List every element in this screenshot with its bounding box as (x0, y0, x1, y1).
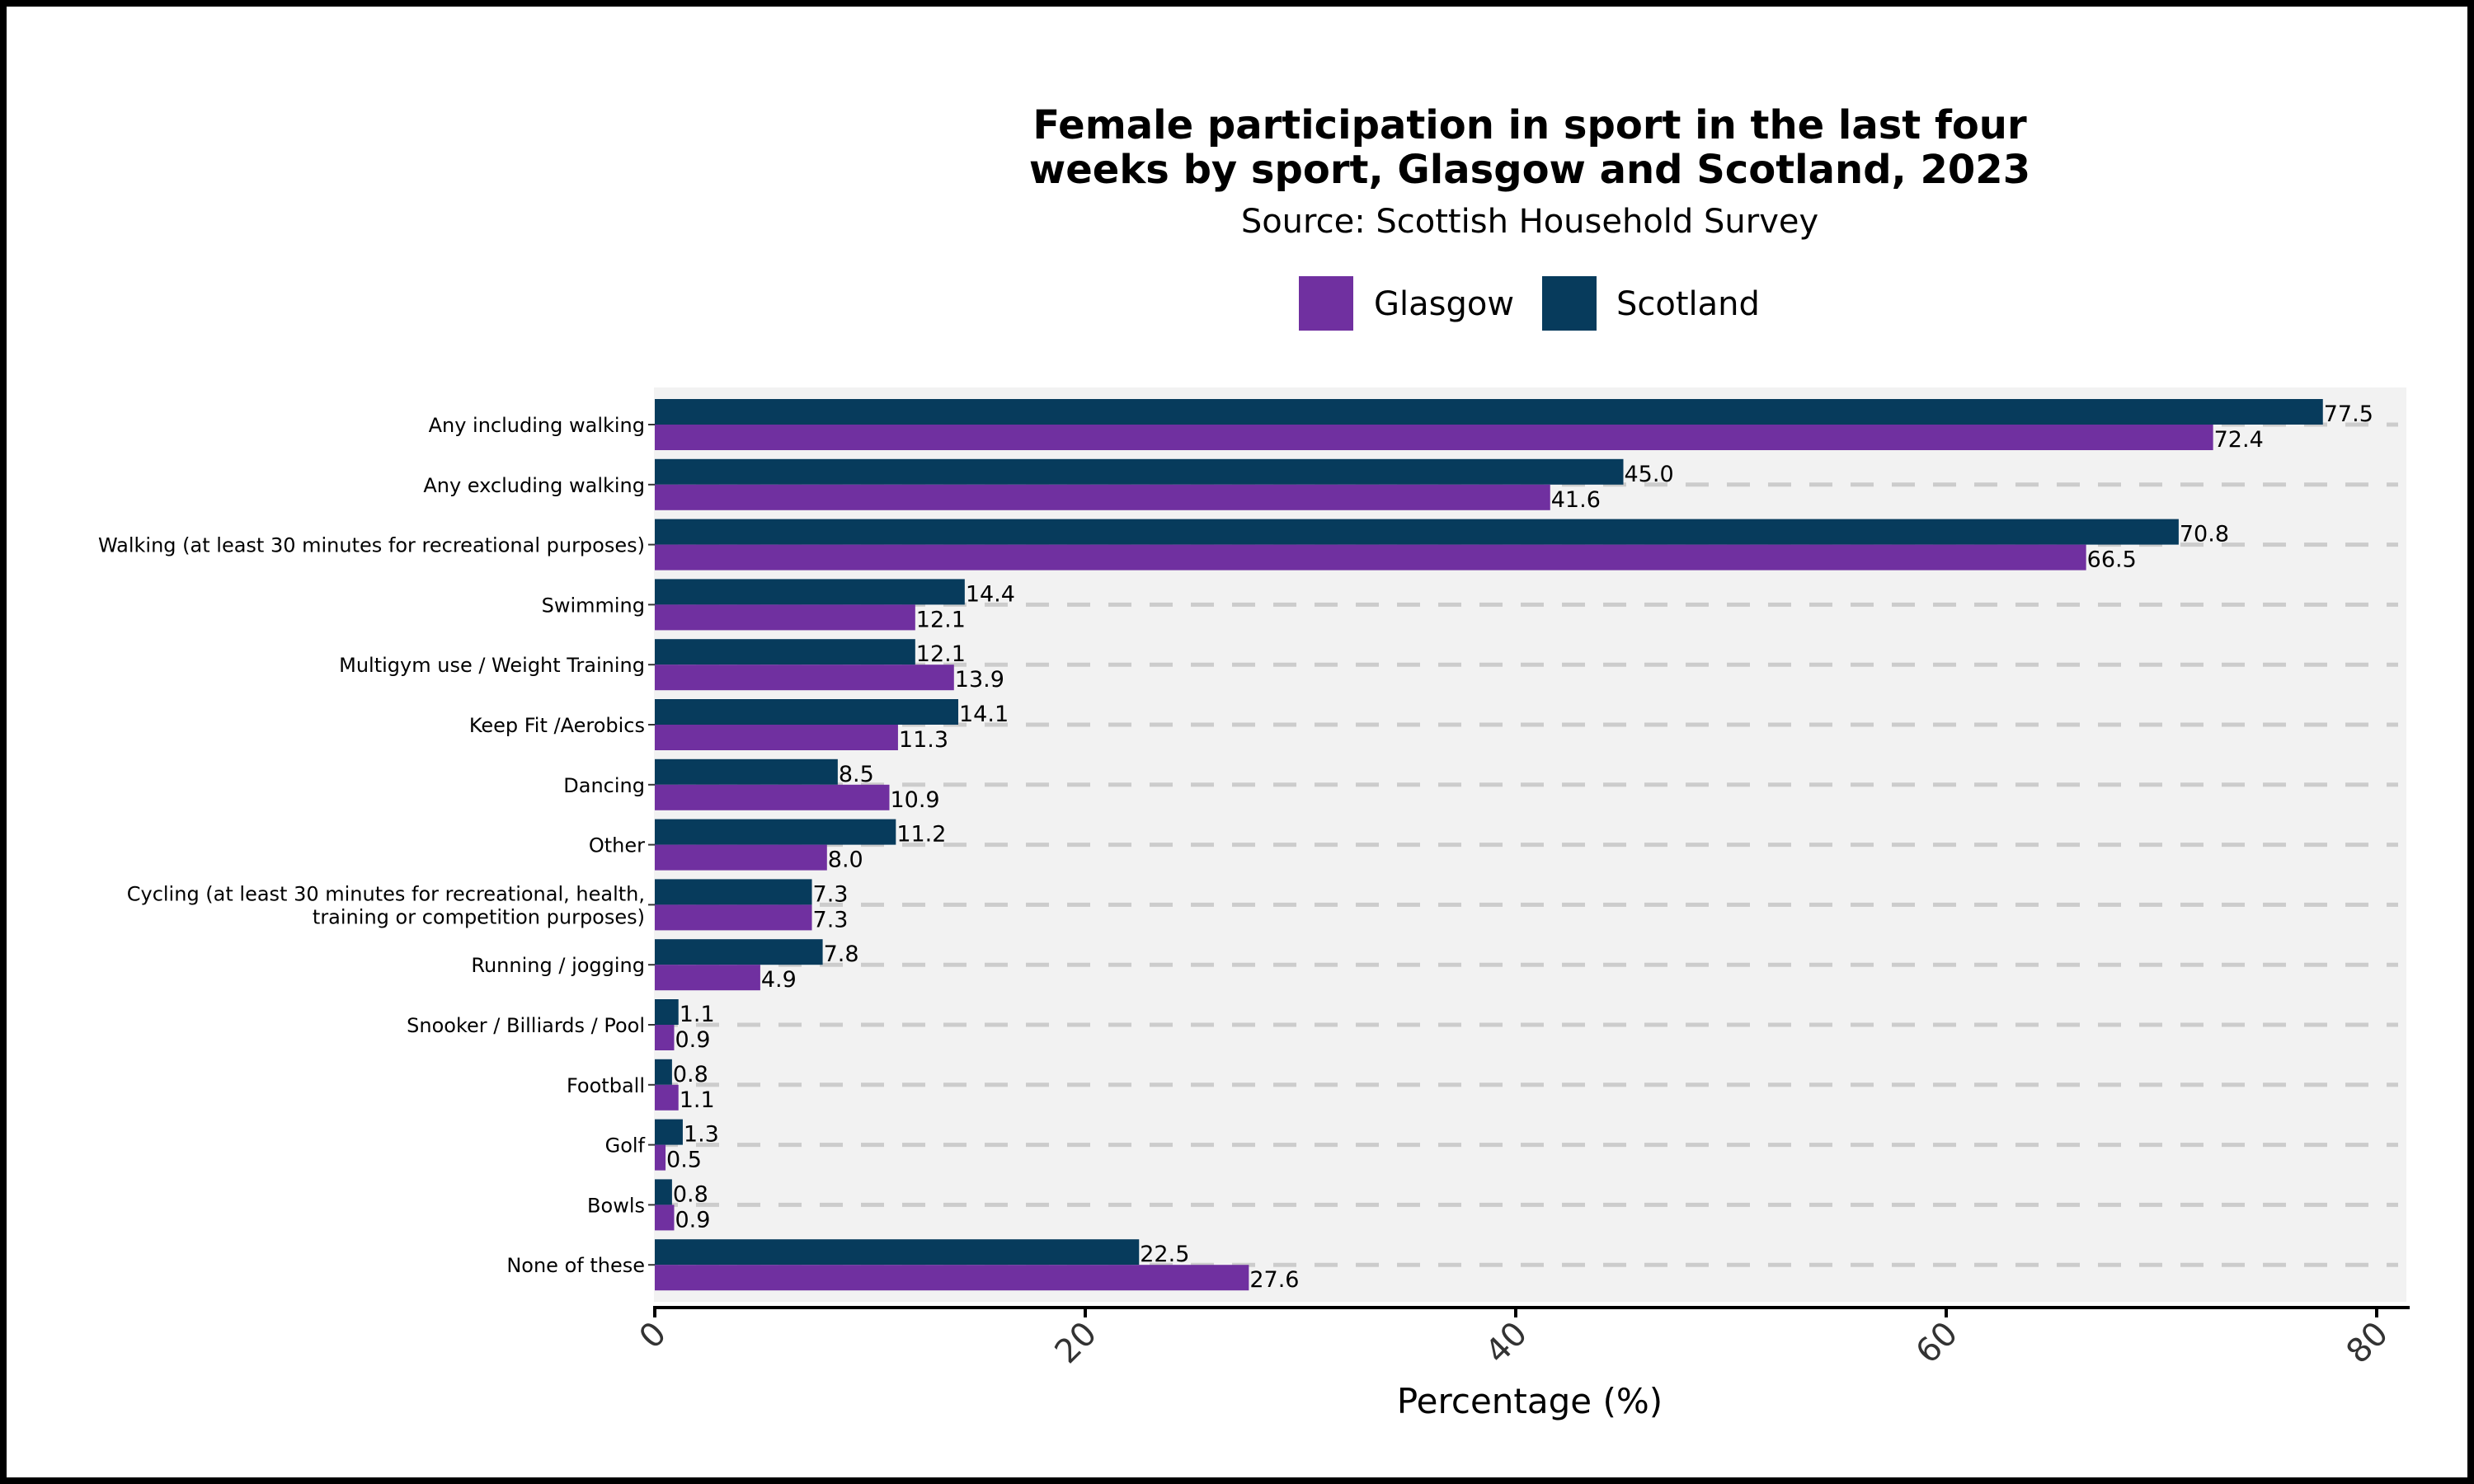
legend-swatch-glasgow (1299, 276, 1353, 331)
category-label: Any excluding walking (423, 474, 645, 497)
bar-scotland (655, 399, 2323, 425)
bar-glasgow (655, 425, 2213, 450)
value-label-glasgow: 8.0 (828, 848, 863, 873)
bar-glasgow (655, 725, 898, 750)
bar-glasgow (655, 1205, 675, 1231)
category-label: Walking (at least 30 minutes for recreat… (98, 534, 645, 557)
x-tick-label: 40 (1479, 1315, 1536, 1372)
bar-scotland (655, 1059, 672, 1085)
bar-glasgow (655, 1265, 1249, 1291)
category-label: Swimming (542, 594, 645, 617)
bar-scotland (655, 1179, 672, 1205)
bar-glasgow (655, 844, 827, 871)
bar-scotland (655, 1239, 1140, 1266)
bar-scotland (655, 519, 2179, 545)
value-label-scotland: 1.3 (684, 1122, 719, 1148)
category-label: Bowls (587, 1194, 645, 1217)
value-label-glasgow: 12.1 (916, 607, 966, 632)
bar-scotland (655, 639, 915, 665)
value-label-scotland: 0.8 (673, 1181, 708, 1207)
legend-swatch-scotland (1542, 276, 1597, 331)
chart-title-line: weeks by sport, Glasgow and Scotland, 20… (1029, 147, 2030, 193)
category-label: Any including walking (429, 414, 645, 437)
bar-glasgow (655, 1025, 675, 1050)
value-label-scotland: 1.1 (680, 1002, 715, 1027)
value-label-glasgow: 0.9 (675, 1207, 710, 1233)
value-label-glasgow: 4.9 (761, 967, 797, 993)
bar-scotland (655, 758, 838, 785)
bar-glasgow (655, 1084, 679, 1111)
value-label-glasgow: 66.5 (2087, 547, 2137, 573)
bar-glasgow (655, 904, 812, 931)
x-axis: 0 20 40 60 80 (633, 1306, 2410, 1372)
value-label-scotland: 8.5 (839, 762, 874, 787)
bar-glasgow (655, 1144, 666, 1171)
bar-glasgow (655, 665, 954, 691)
bar-glasgow (655, 965, 760, 991)
value-label-scotland: 11.2 (896, 822, 946, 848)
value-label-glasgow: 13.9 (955, 667, 1004, 693)
value-label-scotland: 14.4 (966, 581, 1015, 607)
bar-glasgow (655, 484, 1550, 510)
value-label-glasgow: 0.9 (675, 1027, 710, 1053)
chart-title-line: Female participation in sport in the las… (1032, 102, 2027, 148)
bar-glasgow (655, 604, 915, 631)
category-label: Other (589, 834, 645, 857)
category-label: Cycling (at least 30 minutes for recreat… (127, 882, 645, 905)
bars (655, 399, 2323, 1291)
value-labels: 77.572.445.041.670.866.514.412.112.113.9… (666, 402, 2373, 1293)
value-label-glasgow: 1.1 (680, 1087, 715, 1113)
value-label-scotland: 45.0 (1625, 462, 1674, 487)
bar-scotland (655, 819, 896, 845)
value-label-glasgow: 7.3 (813, 907, 849, 932)
bar-scotland (655, 999, 679, 1025)
bar-scotland (655, 579, 965, 605)
legend-label-glasgow: Glasgow (1374, 285, 1514, 323)
value-label-scotland: 7.3 (813, 881, 849, 907)
category-label: Golf (605, 1134, 646, 1158)
category-labels: Any including walking Any excluding walki… (98, 414, 655, 1277)
x-tick-label: 60 (1909, 1315, 1966, 1372)
value-label-scotland: 7.8 (824, 942, 859, 967)
x-tick-label: 20 (1048, 1315, 1105, 1372)
bar-scotland (655, 699, 959, 725)
bar-glasgow (655, 544, 2086, 571)
legend: Glasgow Scotland (1299, 276, 1760, 331)
value-label-scotland: 0.8 (673, 1062, 708, 1087)
chart-title: Female participation in sport in the las… (1029, 102, 2030, 193)
value-label-scotland: 70.8 (2180, 522, 2229, 547)
bar-chart: Female participation in sport in the las… (98, 102, 2410, 1421)
category-label: Multigym use / Weight Training (339, 654, 645, 677)
value-label-glasgow: 27.6 (1249, 1267, 1299, 1293)
bar-scotland (655, 458, 1624, 485)
value-label-glasgow: 10.9 (890, 787, 939, 813)
value-label-scotland: 22.5 (1140, 1242, 1189, 1267)
value-label-scotland: 14.1 (959, 702, 1009, 727)
bar-glasgow (655, 784, 890, 810)
category-label: Running / jogging (471, 954, 645, 977)
category-label: Football (567, 1074, 645, 1097)
value-label-glasgow: 11.3 (899, 727, 948, 753)
bar-scotland (655, 939, 823, 965)
category-label: training or competition purposes) (313, 905, 645, 928)
legend-label-scotland: Scotland (1616, 285, 1760, 323)
x-tick-label: 0 (633, 1315, 675, 1357)
category-label: None of these (506, 1254, 645, 1277)
value-label-scotland: 77.5 (2324, 402, 2373, 427)
chart-subtitle: Source: Scottish Household Survey (1241, 203, 1818, 241)
bar-scotland (655, 1119, 683, 1145)
category-label: Snooker / Billiards / Pool (407, 1014, 645, 1037)
x-axis-title: Percentage (%) (1397, 1381, 1663, 1421)
category-label: Keep Fit /Aerobics (469, 714, 645, 737)
bar-scotland (655, 879, 812, 905)
value-label-scotland: 12.1 (916, 641, 966, 667)
category-label: Dancing (563, 774, 645, 797)
x-tick-label: 80 (2340, 1315, 2396, 1372)
value-label-glasgow: 0.5 (666, 1148, 702, 1173)
value-label-glasgow: 41.6 (1551, 487, 1601, 513)
value-label-glasgow: 72.4 (2214, 427, 2264, 453)
